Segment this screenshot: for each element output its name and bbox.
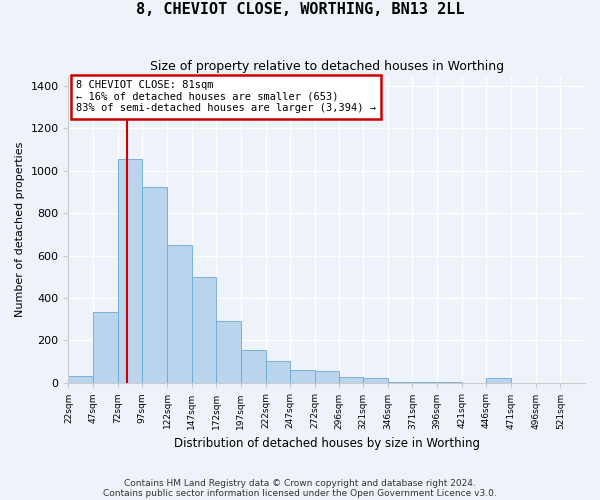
Y-axis label: Number of detached properties: Number of detached properties — [15, 142, 25, 317]
Text: Contains HM Land Registry data © Crown copyright and database right 2024.: Contains HM Land Registry data © Crown c… — [124, 478, 476, 488]
Bar — [266, 362, 290, 382]
Text: 8, CHEVIOT CLOSE, WORTHING, BN13 2LL: 8, CHEVIOT CLOSE, WORTHING, BN13 2LL — [136, 2, 464, 18]
Text: Contains public sector information licensed under the Open Government Licence v3: Contains public sector information licen… — [103, 488, 497, 498]
X-axis label: Distribution of detached houses by size in Worthing: Distribution of detached houses by size … — [174, 437, 480, 450]
Bar — [338, 378, 363, 382]
Bar — [68, 376, 93, 382]
Bar — [93, 312, 118, 382]
Bar — [191, 276, 216, 382]
Bar — [216, 321, 241, 382]
Bar — [487, 378, 511, 382]
Text: 8 CHEVIOT CLOSE: 81sqm
← 16% of detached houses are smaller (653)
83% of semi-de: 8 CHEVIOT CLOSE: 81sqm ← 16% of detached… — [76, 80, 376, 114]
Bar — [315, 371, 338, 382]
Bar — [290, 370, 315, 382]
Bar — [167, 245, 191, 382]
Bar — [118, 159, 142, 382]
Bar — [142, 186, 167, 382]
Bar — [241, 350, 266, 382]
Title: Size of property relative to detached houses in Worthing: Size of property relative to detached ho… — [149, 60, 504, 73]
Bar — [363, 378, 388, 382]
